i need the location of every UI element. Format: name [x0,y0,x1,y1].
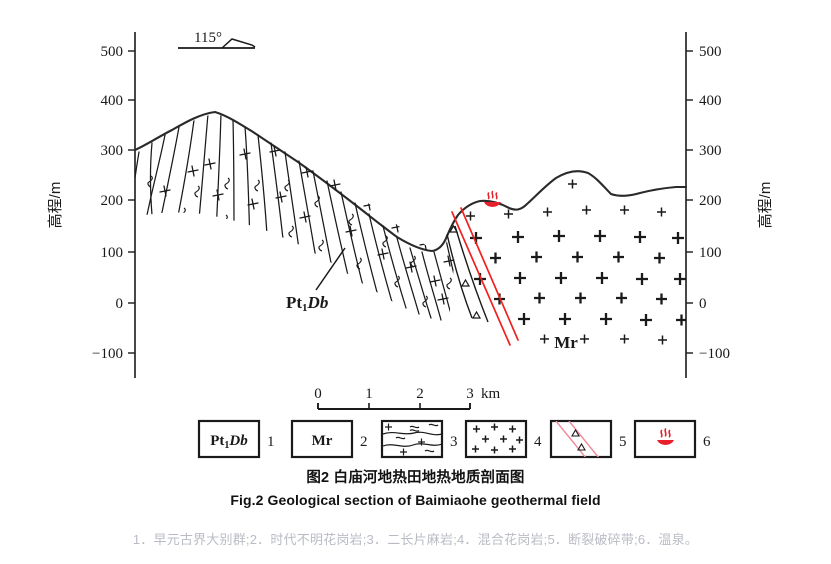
legend-swatch-label-mr: Mr [312,433,333,449]
scale-bar: 0 1 2 3 km [314,386,501,410]
axis-right-tick-400: 400 [699,93,722,109]
hot-spring-swatch-icon [657,428,674,446]
unit-label-mr: Mr [554,333,578,352]
legend-item-mr[interactable]: Mr 2 [290,419,368,459]
legend-item-granite[interactable]: 4 [464,419,542,459]
axis-right-tick-100: 100 [699,245,722,261]
axis-right-title: 高程/m [757,182,774,229]
fault-swatch-pattern [555,421,600,457]
legend-item-hotspring[interactable]: 6 [633,419,711,459]
legend-number-2: 2 [360,434,368,450]
section-direction-label: 115° [194,30,222,46]
axis-left-tick-300: 300 [101,143,124,159]
legend-item-gneiss[interactable]: 3 [380,419,458,459]
scale-unit-label: km [481,386,501,402]
axis-right-tick-200: 200 [699,193,722,209]
axis-left-tick-100: 100 [101,245,124,261]
legend-number-4: 4 [534,434,542,450]
scale-tick-1: 1 [365,386,373,402]
figure-caption-english: Fig.2 Geological section of Baimiaohe ge… [230,492,601,508]
legend-number-1: 1 [267,434,275,450]
legend-number-5: 5 [619,434,627,450]
axis-right-tick-0: 0 [699,296,707,312]
unit-label-ptdb-group: Pt1Db [286,247,346,314]
legend-number-6: 6 [703,434,711,450]
legend-item-pt1db[interactable]: Pt1Db 1 [197,419,275,459]
axis-left-tick-200: 200 [101,193,124,209]
axis-right: 500 400 300 200 100 0 −100 高程/m [685,32,774,378]
axis-left-tick-n100: −100 [92,346,123,362]
legend-item-fault[interactable]: 5 [549,419,627,459]
axis-left-tick-400: 400 [101,93,124,109]
fault-breccia-zone [446,224,489,323]
fault-line-red [451,207,519,346]
legend-number-3: 3 [450,434,458,450]
hot-spring-icon [484,190,501,208]
axis-right-tick-300: 300 [699,143,722,159]
legend: Pt1Db 1 Mr 2 [197,419,711,459]
axis-left-title: 高程/m [47,182,64,229]
figure-legend-footnote: 1．早元古界大别群;2．时代不明花岗岩;3．二长片麻岩;4．混合花岗岩;5．断裂… [132,532,699,547]
axis-right-tick-500: 500 [699,44,722,60]
scale-tick-3: 3 [466,386,474,402]
axis-right-tick-n100: −100 [699,346,730,362]
axis-left: 500 400 300 200 100 0 −100 高程/m [47,32,136,378]
figure-caption-chinese: 图2 白庙河地热田地热地质剖面图 [306,470,525,486]
axis-left-tick-500: 500 [101,44,124,60]
section-direction-marker: 115° [178,30,256,49]
terrain-profile-line [133,110,688,253]
unit-label-ptdb: Pt1Db [286,293,328,314]
axis-left-tick-0: 0 [116,296,124,312]
scale-tick-2: 2 [416,386,424,402]
gneiss-foliation-pattern [135,113,455,321]
scale-tick-0: 0 [314,386,322,402]
gneiss-swatch-pattern [382,423,442,456]
granite-swatch-pattern [472,423,523,454]
legend-swatch-label-pt1db: Pt1Db [210,433,248,451]
